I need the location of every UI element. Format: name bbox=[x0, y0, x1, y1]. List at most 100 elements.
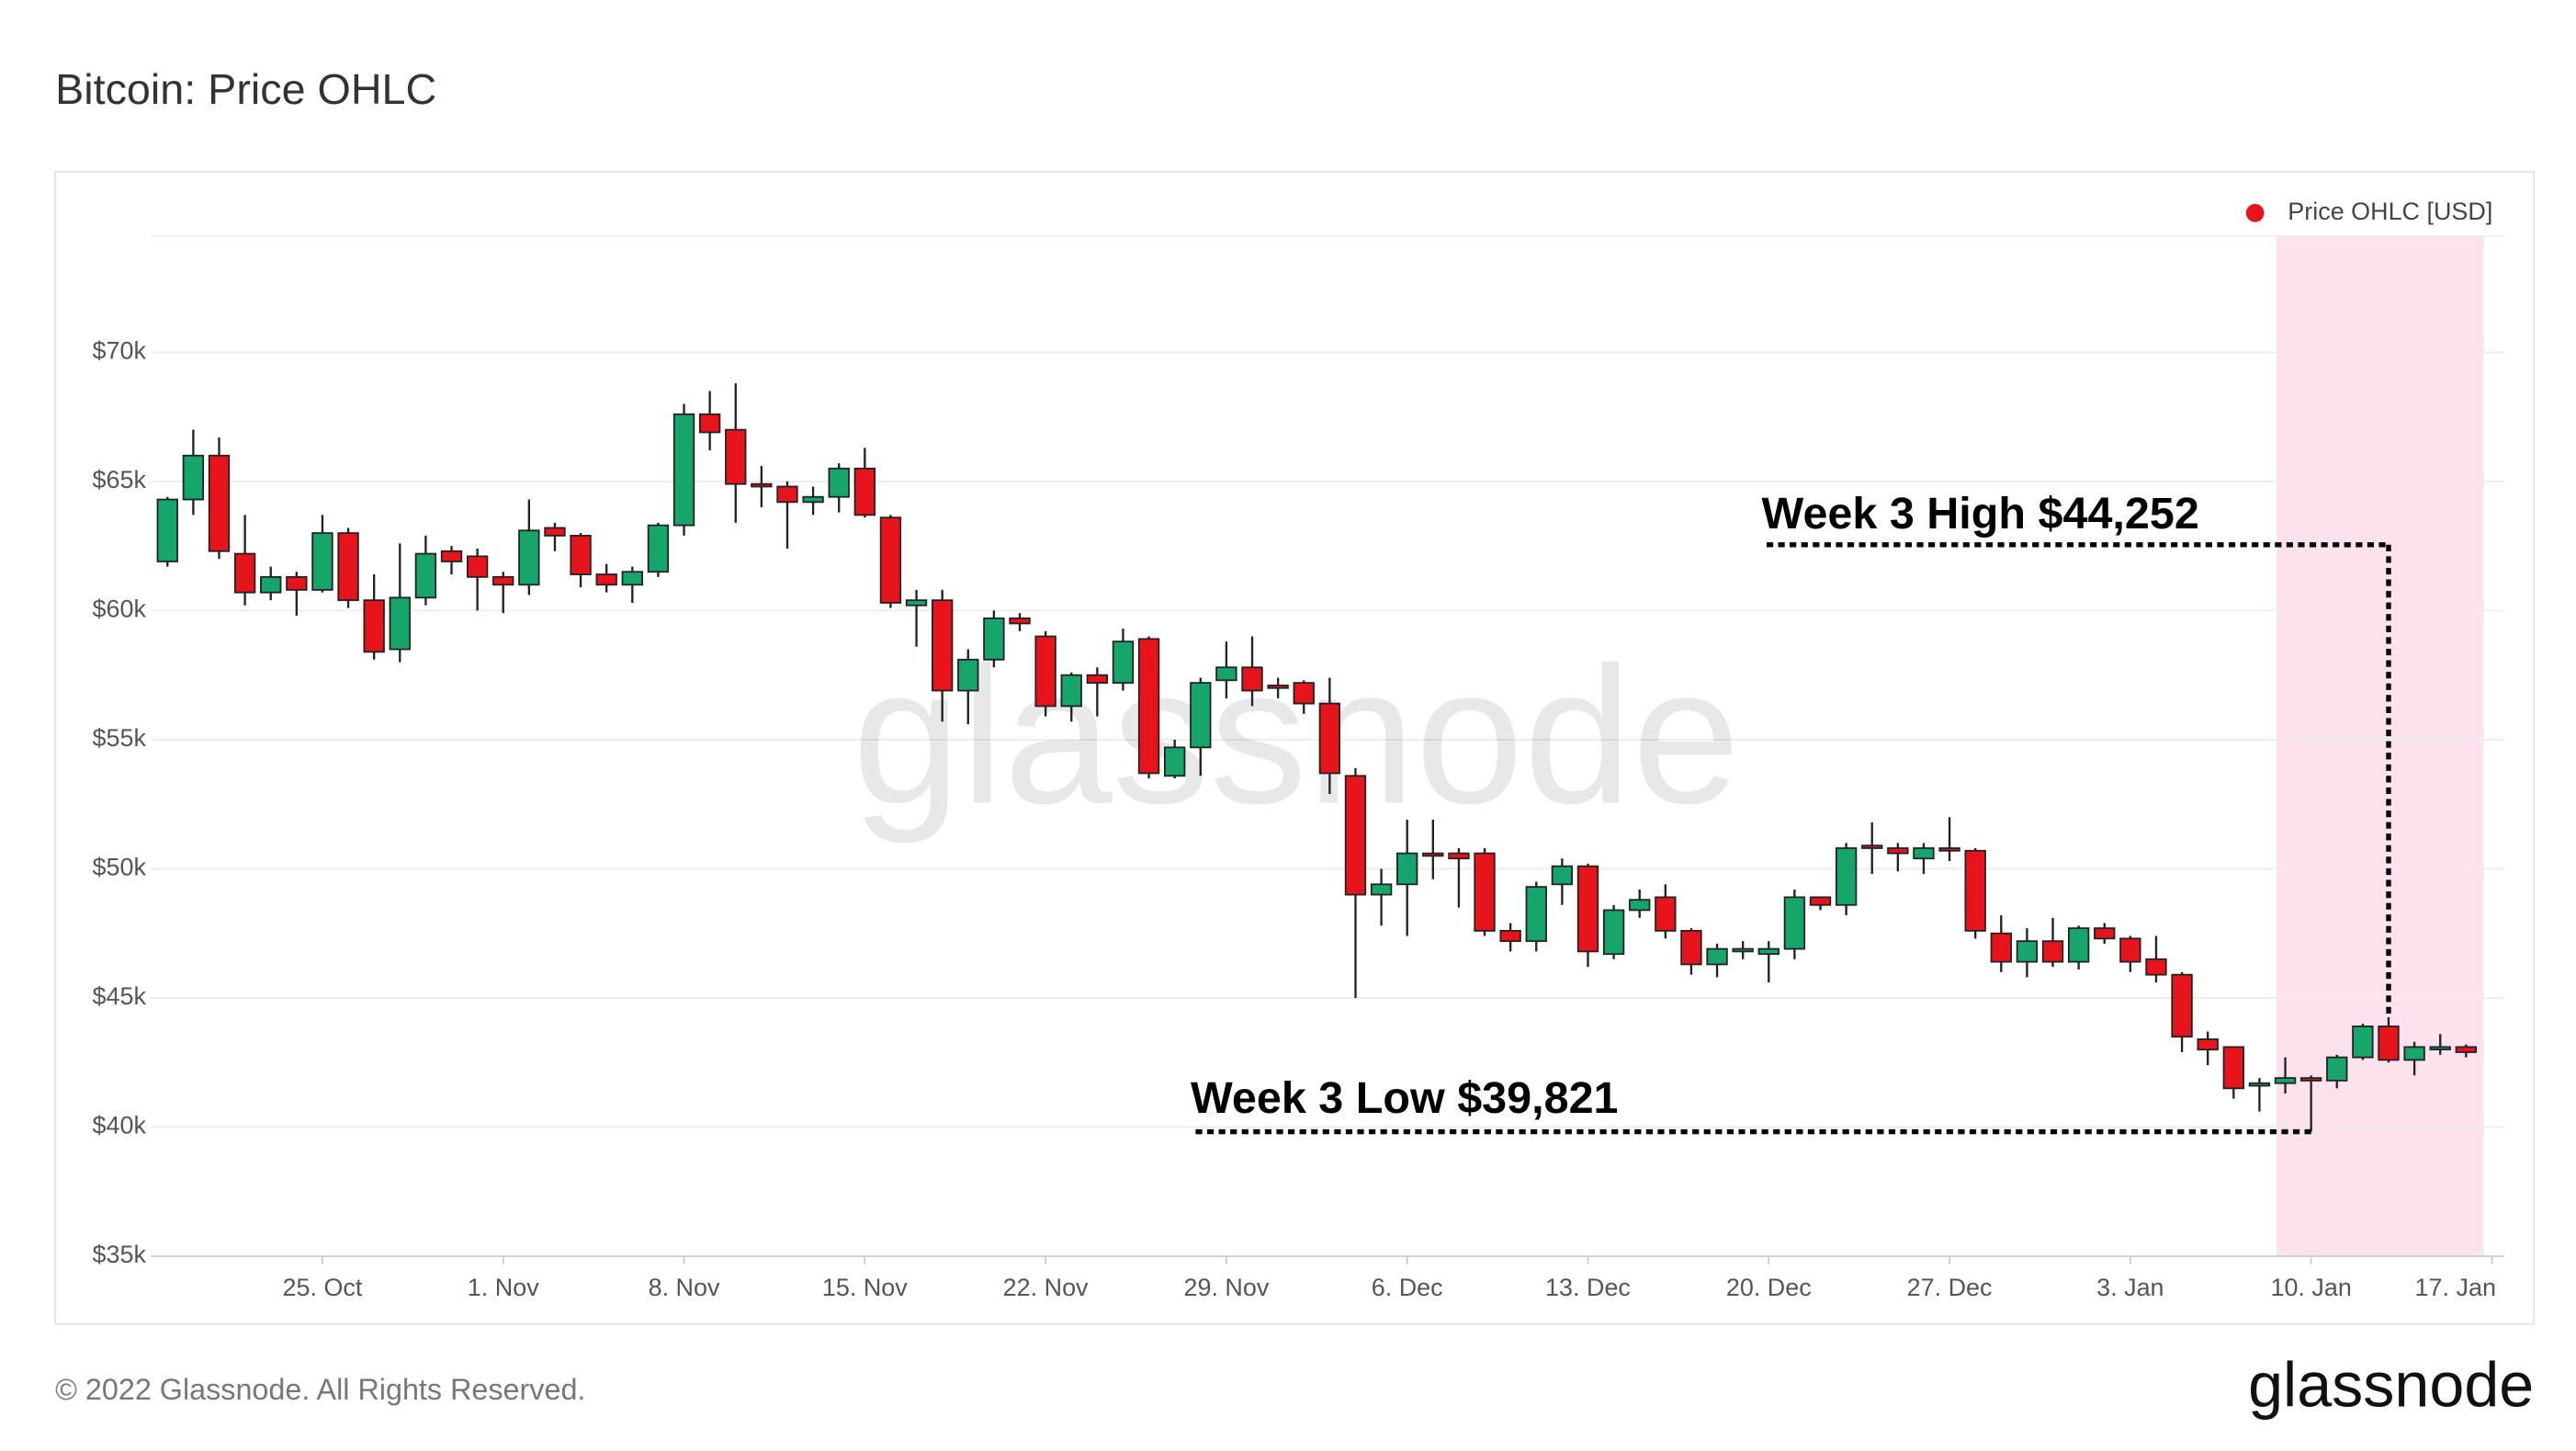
candle-body bbox=[1060, 674, 1082, 708]
candle-body bbox=[957, 658, 979, 692]
logo: glassnode bbox=[2248, 1351, 2534, 1421]
x-tick-label: 6. Dec bbox=[1372, 1274, 1443, 1301]
candle-body bbox=[286, 575, 308, 591]
candle-body bbox=[1137, 638, 1160, 775]
candle-body bbox=[751, 482, 773, 488]
candle-body bbox=[1267, 685, 1289, 689]
candle-body bbox=[1861, 845, 1883, 849]
candle-body bbox=[570, 535, 592, 575]
candle-body bbox=[2326, 1056, 2348, 1082]
candle-body bbox=[1422, 852, 1444, 857]
y-tick-label: $50k bbox=[92, 854, 146, 881]
candle-body bbox=[1655, 896, 1677, 932]
candle-body bbox=[1835, 847, 1858, 906]
candle-body bbox=[621, 571, 643, 586]
candle-body bbox=[1629, 899, 1651, 912]
y-tick-label: $70k bbox=[92, 336, 146, 364]
candle-body bbox=[1370, 883, 1393, 896]
y-tick-label: $45k bbox=[92, 982, 146, 1010]
candle-body bbox=[466, 555, 489, 578]
candle-body bbox=[1474, 852, 1496, 932]
candle-body bbox=[1344, 775, 1367, 896]
candle-body bbox=[518, 529, 540, 586]
watermark: glassnode bbox=[853, 626, 1740, 844]
copyright: © 2022 Glassnode. All Rights Reserved. bbox=[55, 1373, 585, 1406]
candle-body bbox=[1112, 640, 1135, 684]
candle-body bbox=[1293, 682, 1315, 705]
candle-body bbox=[2145, 958, 2167, 976]
candle-body bbox=[1499, 930, 1521, 943]
x-tick-label: 10. Jan bbox=[2270, 1274, 2351, 1301]
x-tick-label: 20. Dec bbox=[1726, 1274, 1812, 1301]
candle-body bbox=[905, 599, 928, 606]
x-tick-label: 27. Dec bbox=[1907, 1274, 1993, 1301]
candle-body bbox=[2016, 940, 2039, 963]
candle-body bbox=[311, 532, 333, 591]
y-tick-label: $40k bbox=[92, 1112, 146, 1139]
candle-body bbox=[1009, 617, 1031, 625]
candle-body bbox=[2197, 1038, 2219, 1051]
candle-body bbox=[1809, 896, 1832, 906]
candle-body bbox=[208, 454, 231, 552]
x-tick-label: 8. Nov bbox=[649, 1274, 720, 1301]
candle-body bbox=[2067, 927, 2090, 963]
candle-body bbox=[2222, 1046, 2244, 1090]
candle-body bbox=[2094, 927, 2116, 940]
x-tick-label: 29. Nov bbox=[1183, 1274, 1269, 1301]
candle-body bbox=[2352, 1025, 2374, 1059]
candle-body bbox=[2429, 1046, 2451, 1050]
candle-body bbox=[698, 413, 721, 434]
y-tick-label: $65k bbox=[92, 466, 146, 493]
candle-body bbox=[1034, 635, 1056, 708]
candle-body bbox=[440, 550, 463, 562]
candle-body bbox=[2041, 940, 2064, 963]
chart-title: Bitcoin: Price OHLC bbox=[55, 65, 436, 113]
y-tick-label: $35k bbox=[92, 1241, 146, 1268]
candle-body bbox=[1215, 666, 1237, 682]
candles bbox=[156, 383, 2478, 1132]
candle-body bbox=[337, 532, 359, 602]
candle-body bbox=[1241, 666, 1263, 692]
annotation-label: Week 3 Low $39,821 bbox=[1191, 1073, 1619, 1123]
candle-body bbox=[1990, 932, 2012, 963]
candle-body bbox=[1757, 947, 1779, 956]
candle-body bbox=[1318, 702, 1341, 775]
y-tick-label: $60k bbox=[92, 595, 146, 623]
candle-body bbox=[414, 552, 437, 599]
candle-body bbox=[2274, 1077, 2297, 1084]
candle-body bbox=[1783, 896, 1806, 950]
candle-body bbox=[2171, 973, 2193, 1038]
x-tick-label: 13. Dec bbox=[1545, 1274, 1631, 1301]
candle-body bbox=[1525, 886, 1547, 943]
candle-body bbox=[1551, 865, 1574, 886]
x-tick-label: 22. Nov bbox=[1003, 1274, 1089, 1301]
candle-body bbox=[1887, 847, 1909, 855]
candle-body bbox=[1576, 865, 1599, 953]
legend-marker bbox=[2245, 203, 2265, 222]
candle-body bbox=[672, 413, 695, 527]
candle-body bbox=[1938, 847, 1960, 852]
candle-body bbox=[1396, 852, 1418, 886]
candle-body bbox=[647, 524, 670, 573]
candle-body bbox=[2248, 1082, 2271, 1087]
candle-body bbox=[1602, 909, 1625, 956]
candle-body bbox=[2378, 1025, 2400, 1061]
candle-body bbox=[595, 573, 617, 586]
candle-body bbox=[2455, 1046, 2478, 1053]
candle-body bbox=[156, 498, 178, 562]
candle-body bbox=[828, 467, 850, 498]
legend-label: Price OHLC [USD] bbox=[2288, 198, 2492, 225]
candle-body bbox=[492, 575, 514, 586]
candle-body bbox=[853, 467, 876, 516]
candle-body bbox=[1680, 930, 1702, 966]
candle-body bbox=[931, 599, 954, 692]
x-tick-label: 17. Jan bbox=[2415, 1274, 2496, 1301]
y-tick-label: $55k bbox=[92, 724, 146, 752]
grid-layer: $35k $40k $45k $50k $55k $60k $65k $70k 25. Oct 1… bbox=[92, 336, 2504, 1301]
candle-body bbox=[1964, 849, 1986, 932]
candle-body bbox=[233, 552, 256, 594]
candle-body bbox=[776, 485, 798, 504]
candle-body bbox=[1732, 947, 1754, 953]
